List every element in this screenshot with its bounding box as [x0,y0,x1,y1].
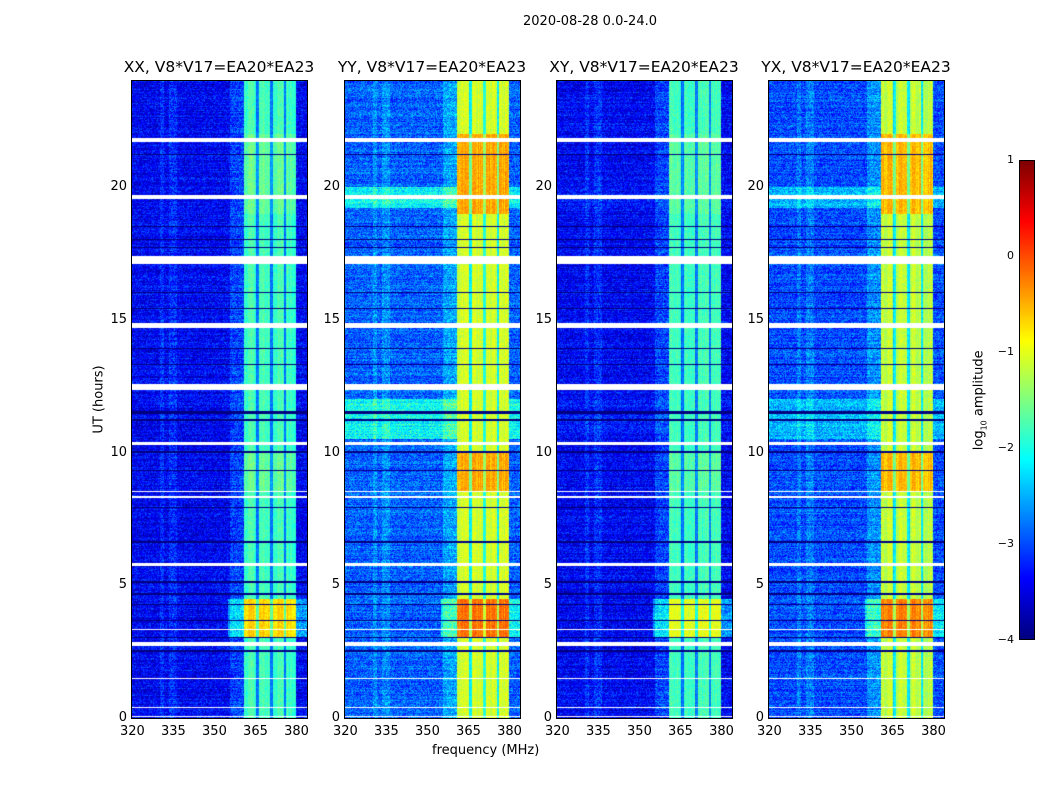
colorbar-tick-label: −3 [997,537,1014,550]
x-tick-label: 365 [880,724,905,739]
y-tick-label: 15 [110,311,127,327]
waterfall-panel-4 [768,80,945,719]
waterfall-panel-2 [344,80,521,719]
colorbar-label-suffix: amplitude [971,350,987,417]
x-tick-label: 350 [627,724,652,739]
x-tick-label: 350 [415,724,440,739]
heatmap-image [557,81,732,718]
y-tick-label: 5 [543,577,552,593]
x-tick-label: 320 [333,724,358,739]
panel-title: YY, V8*V17=EA20*EA23 [337,58,527,76]
heatmap-image [132,81,307,718]
x-tick-label: 380 [497,724,522,739]
colorbar-label-sub: 10 [979,420,989,431]
y-tick-label: 10 [110,444,127,460]
x-tick-label: 380 [284,724,309,739]
x-tick-label: 365 [456,724,481,739]
y-tick-label: 20 [323,179,340,195]
y-axis-label: UT (hours) [91,365,107,434]
x-tick-label: 335 [374,724,399,739]
colorbar-tick-label: 0 [1007,249,1014,262]
panel-title: YX, V8*V17=EA20*EA23 [761,58,951,76]
y-tick-label: 15 [323,311,340,327]
colorbar-tick-label: 1 [1007,153,1014,166]
panel-title: XX, V8*V17=EA20*EA23 [123,58,315,76]
y-tick-label: 0 [118,710,127,725]
y-tick-label: 5 [331,577,340,593]
y-tick-label: 10 [323,444,340,460]
x-tick-label: 350 [202,724,227,739]
heatmap-image [769,81,944,718]
panel-title: XY, V8*V17=EA20*EA23 [549,58,739,76]
x-tick-label: 380 [921,724,946,739]
x-tick-label: 320 [545,724,570,739]
colorbar-tick-label: −1 [997,345,1014,358]
y-tick-label: 10 [535,444,552,460]
x-tick-label: 335 [798,724,823,739]
waterfall-panel-1 [131,80,308,719]
colorbar-tick-label: −4 [997,633,1014,646]
x-tick-label: 380 [709,724,734,739]
x-tick-label: 335 [586,724,611,739]
y-tick-label: 0 [755,710,764,725]
x-tick-label: 350 [839,724,864,739]
y-tick-label: 20 [535,179,552,195]
colorbar [1019,160,1035,640]
x-tick-label: 365 [668,724,693,739]
y-tick-label: 5 [118,577,127,593]
y-tick-label: 0 [331,710,340,725]
waterfall-panel-3 [556,80,733,719]
y-tick-label: 5 [755,577,764,593]
y-tick-label: 0 [543,710,552,725]
x-tick-label: 335 [161,724,186,739]
y-tick-label: 15 [747,311,764,327]
figure-title: 2020-08-28 0.0-24.0 [523,14,657,29]
y-tick-label: 20 [110,179,127,195]
x-tick-label: 320 [757,724,782,739]
x-tick-label: 365 [243,724,268,739]
colorbar-label: log10 amplitude [972,340,989,460]
y-tick-label: 20 [747,179,764,195]
y-tick-label: 10 [747,444,764,460]
colorbar-label-prefix: log [971,430,987,451]
colorbar-tick-label: −2 [997,441,1014,454]
x-axis-label: frequency (MHz) [432,743,540,758]
heatmap-image [345,81,520,718]
x-tick-label: 320 [120,724,145,739]
y-tick-label: 15 [535,311,552,327]
